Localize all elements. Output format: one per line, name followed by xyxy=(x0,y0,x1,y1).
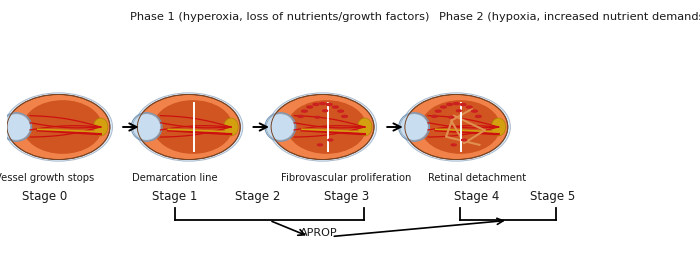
Circle shape xyxy=(435,110,441,112)
Circle shape xyxy=(454,103,459,105)
Circle shape xyxy=(431,115,438,117)
Text: Stage 0: Stage 0 xyxy=(22,190,67,203)
Text: Stage 1: Stage 1 xyxy=(153,190,198,203)
Text: Stage 2: Stage 2 xyxy=(234,190,280,203)
Ellipse shape xyxy=(358,118,372,136)
Circle shape xyxy=(342,115,347,117)
Circle shape xyxy=(449,116,454,118)
Text: Phase 1 (hyperoxia, loss of nutrients/growth factors): Phase 1 (hyperoxia, loss of nutrients/gr… xyxy=(130,12,430,23)
Circle shape xyxy=(323,110,328,112)
Circle shape xyxy=(332,106,338,108)
Circle shape xyxy=(326,103,332,105)
Ellipse shape xyxy=(421,100,500,154)
Ellipse shape xyxy=(22,100,102,154)
Ellipse shape xyxy=(224,118,238,136)
Circle shape xyxy=(452,144,456,146)
Ellipse shape xyxy=(137,94,240,160)
Ellipse shape xyxy=(402,93,510,161)
Ellipse shape xyxy=(132,114,161,140)
Circle shape xyxy=(460,103,466,105)
Circle shape xyxy=(315,116,320,118)
Ellipse shape xyxy=(269,93,377,161)
Circle shape xyxy=(472,110,477,112)
Ellipse shape xyxy=(266,114,295,140)
Ellipse shape xyxy=(491,118,505,136)
Ellipse shape xyxy=(153,100,233,154)
Circle shape xyxy=(466,106,472,108)
Text: Stage 4: Stage 4 xyxy=(454,190,500,203)
Text: Stage 5: Stage 5 xyxy=(530,190,575,203)
Text: Stage 3: Stage 3 xyxy=(324,190,369,203)
Circle shape xyxy=(338,110,344,112)
Ellipse shape xyxy=(287,100,367,154)
Text: Demarcation line: Demarcation line xyxy=(132,173,218,183)
Text: APROP: APROP xyxy=(300,228,338,238)
Circle shape xyxy=(461,139,466,141)
Ellipse shape xyxy=(93,118,108,136)
Circle shape xyxy=(456,110,461,112)
Circle shape xyxy=(328,139,332,141)
Circle shape xyxy=(447,103,452,105)
Circle shape xyxy=(440,106,447,108)
Ellipse shape xyxy=(7,94,110,160)
Circle shape xyxy=(320,103,326,105)
Text: Phase 2 (hypoxia, increased nutrient demands): Phase 2 (hypoxia, increased nutrient dem… xyxy=(439,12,700,23)
Circle shape xyxy=(313,103,319,105)
Ellipse shape xyxy=(2,114,30,140)
Ellipse shape xyxy=(4,93,113,161)
Ellipse shape xyxy=(135,93,243,161)
Circle shape xyxy=(298,115,303,117)
Ellipse shape xyxy=(400,114,428,140)
Text: Vessel growth stops: Vessel growth stops xyxy=(0,173,94,183)
Circle shape xyxy=(302,110,307,112)
Text: Fibrovascular proliferation: Fibrovascular proliferation xyxy=(281,173,412,183)
Circle shape xyxy=(318,144,323,146)
Text: Retinal detachment: Retinal detachment xyxy=(428,173,526,183)
Circle shape xyxy=(475,115,481,117)
Ellipse shape xyxy=(271,94,374,160)
Circle shape xyxy=(307,106,312,108)
Ellipse shape xyxy=(405,94,508,160)
